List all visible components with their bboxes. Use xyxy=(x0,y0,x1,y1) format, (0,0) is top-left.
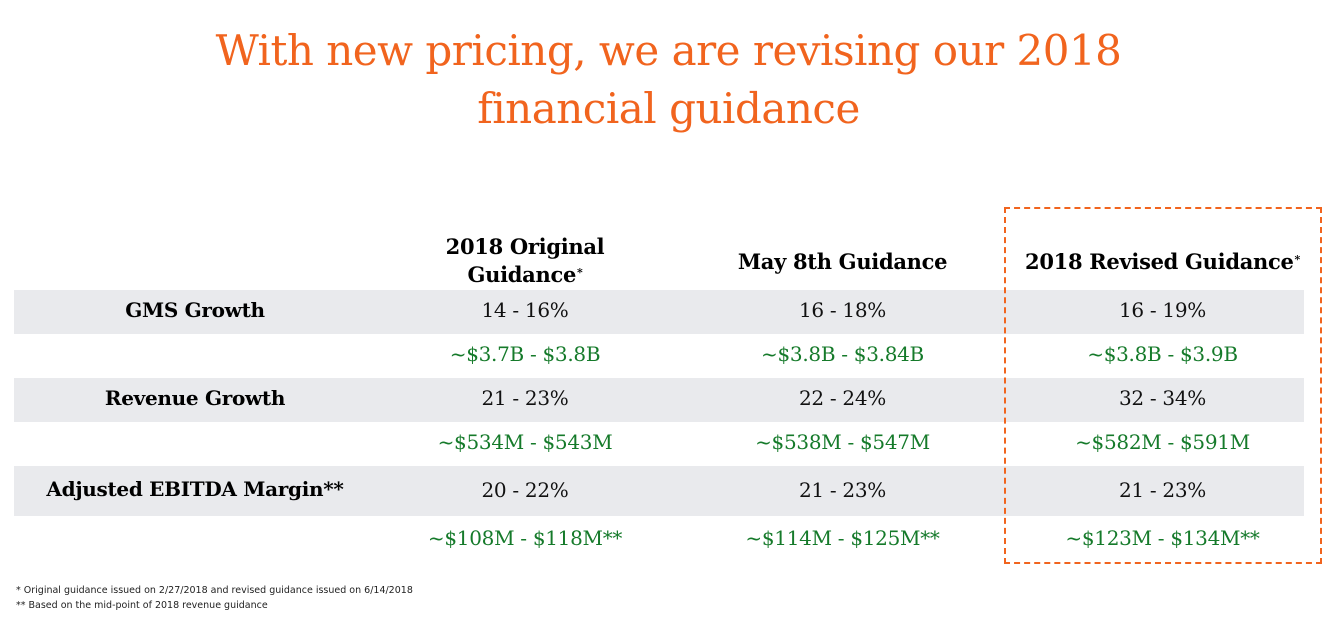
row-label-adjusted-ebitda-margin: Adjusted EBITDA Margin** xyxy=(46,477,344,501)
column-header-original: 2018 Original Guidance* xyxy=(375,233,675,289)
cell-ebitda-original-pct: 20 - 22% xyxy=(481,478,569,502)
revised-guidance-highlight-box xyxy=(1004,207,1322,564)
cell-gms-may-pct: 16 - 18% xyxy=(799,298,886,322)
cell-ebitda-revised-amount: ~$123M - $134M** xyxy=(1065,526,1260,550)
cell-revenue-may-pct: 22 - 24% xyxy=(799,386,886,410)
row-band-ebitda xyxy=(14,466,1304,516)
cell-revenue-may-amount: ~$538M - $547M xyxy=(755,430,930,454)
row-label-revenue-growth: Revenue Growth xyxy=(104,386,286,410)
footnote-mid-point: ** Based on the mid-point of 2018 revenu… xyxy=(16,600,268,611)
column-header-revised-label: 2018 Revised Guidance xyxy=(1025,249,1294,274)
cell-revenue-revised-pct: 32 - 34% xyxy=(1119,386,1206,410)
row-band-revenue xyxy=(14,378,1304,422)
row-label-gms-growth: GMS Growth xyxy=(125,298,265,322)
column-header-may: May 8th Guidance xyxy=(690,248,995,276)
slide-title: With new pricing, we are revising our 20… xyxy=(0,22,1337,138)
column-header-revised-footnote-mark: * xyxy=(1294,253,1301,266)
cell-ebitda-original-amount: ~$108M - $118M** xyxy=(427,526,623,550)
footnote-guidance-dates: * Original guidance issued on 2/27/2018 … xyxy=(16,585,413,596)
cell-revenue-revised-amount: ~$582M - $591M xyxy=(1075,430,1250,454)
cell-ebitda-revised-pct: 21 - 23% xyxy=(1119,478,1206,502)
column-header-may-label: May 8th Guidance xyxy=(737,249,948,274)
cell-revenue-original-amount: ~$534M - $543M xyxy=(437,430,613,454)
cell-revenue-original-pct: 21 - 23% xyxy=(481,386,569,410)
cell-gms-original-pct: 14 - 16% xyxy=(481,298,569,322)
column-header-revised: 2018 Revised Guidance* xyxy=(1010,248,1315,276)
cell-gms-original-amount: ~$3.7B - $3.8B xyxy=(449,342,601,366)
cell-ebitda-may-amount: ~$114M - $125M** xyxy=(745,526,940,550)
cell-ebitda-may-pct: 21 - 23% xyxy=(799,478,886,502)
row-band-gms xyxy=(14,290,1304,334)
cell-gms-revised-pct: 16 - 19% xyxy=(1119,298,1206,322)
column-header-original-line-2: Guidance xyxy=(467,262,577,287)
slide-title-line-2: financial guidance xyxy=(477,84,860,133)
cell-gms-may-amount: ~$3.8B - $3.84B xyxy=(761,342,924,366)
cell-gms-revised-amount: ~$3.8B - $3.9B xyxy=(1087,342,1238,366)
column-header-original-line-1: 2018 Original xyxy=(445,234,605,259)
column-header-original-footnote-mark: * xyxy=(577,266,583,279)
slide-title-line-1: With new pricing, we are revising our 20… xyxy=(215,26,1122,75)
